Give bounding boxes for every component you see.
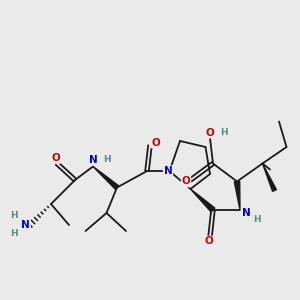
Text: H: H [11, 230, 18, 238]
Polygon shape [93, 167, 118, 189]
Text: O: O [206, 128, 214, 138]
Text: H: H [11, 212, 18, 220]
Text: N: N [242, 208, 250, 218]
Text: N: N [164, 166, 172, 176]
Text: O: O [182, 176, 190, 187]
Text: O: O [51, 153, 60, 163]
Polygon shape [262, 164, 276, 191]
Text: O: O [151, 137, 160, 148]
Text: O: O [204, 236, 213, 247]
Polygon shape [234, 181, 240, 210]
Text: H: H [220, 128, 227, 137]
Text: N: N [21, 220, 30, 230]
Text: H: H [103, 155, 110, 164]
Text: N: N [88, 155, 98, 165]
Text: H: H [253, 214, 260, 224]
Polygon shape [190, 189, 215, 212]
